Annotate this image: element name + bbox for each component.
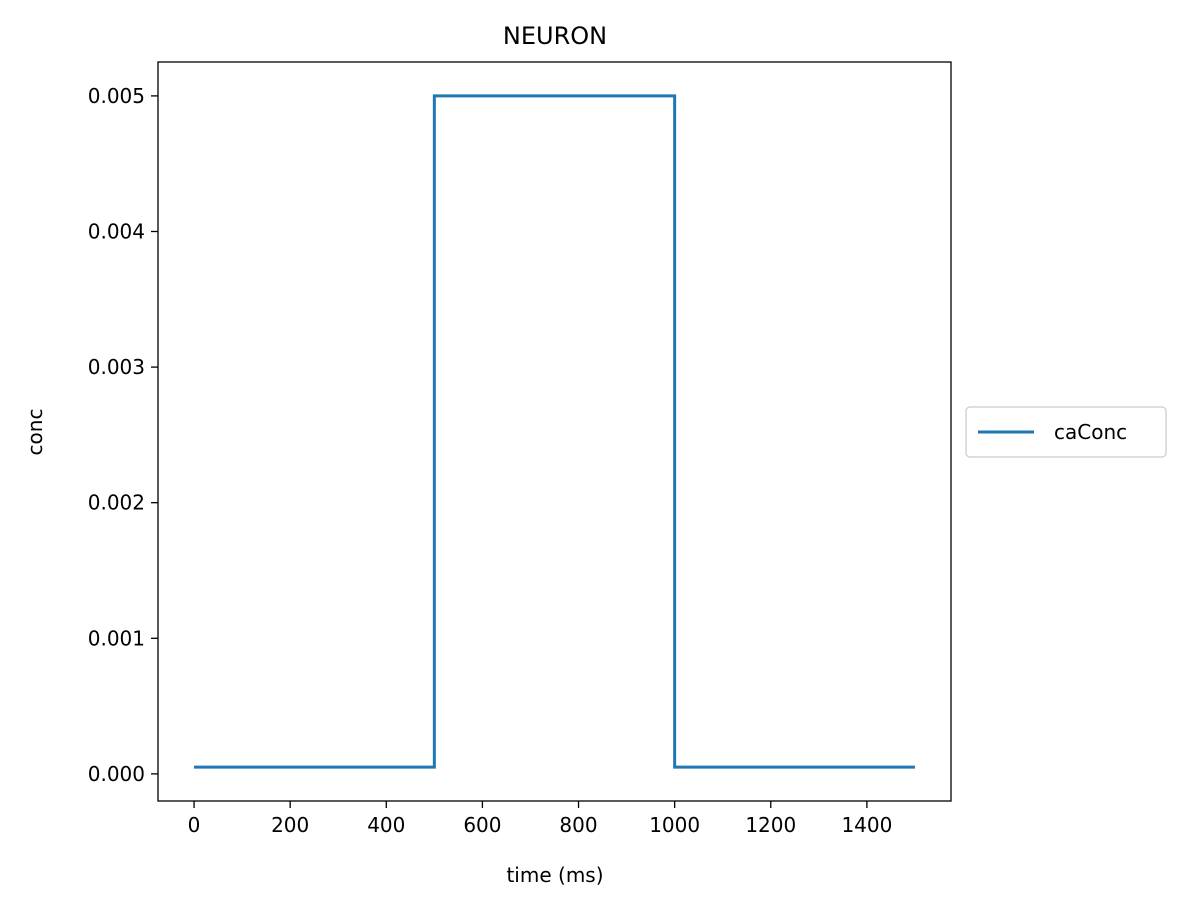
- y-tick-label: 0.001: [88, 626, 145, 650]
- x-tick-label: 600: [463, 813, 501, 837]
- y-tick-label: 0.005: [88, 84, 145, 108]
- chart-title: NEURON: [503, 22, 607, 50]
- x-tick-label: 1400: [841, 813, 892, 837]
- x-tick-label: 800: [559, 813, 597, 837]
- x-axis-ticks: 0 200 400 600 800 1000 1200 1400: [188, 801, 892, 837]
- legend-label-caconc: caConc: [1054, 420, 1127, 444]
- series-line-0: [194, 94, 915, 769]
- x-tick-label: 1200: [745, 813, 796, 837]
- y-tick-label: 0.002: [88, 491, 145, 515]
- x-tick-label: 200: [271, 813, 309, 837]
- axes-frame: [157, 61, 952, 802]
- x-tick-label: 400: [367, 813, 405, 837]
- y-tick-label: 0.000: [88, 762, 145, 786]
- x-tick-label: 0: [188, 813, 201, 837]
- y-tick-label: 0.003: [88, 355, 145, 379]
- x-axis-label: time (ms): [506, 863, 603, 887]
- y-tick-label: 0.004: [88, 219, 145, 243]
- x-tick-label: 1000: [649, 813, 700, 837]
- series-layer: [194, 94, 915, 769]
- y-axis-label: conc: [23, 409, 47, 456]
- plot-area: [157, 61, 952, 802]
- legend: caConc: [965, 406, 1167, 458]
- y-axis-ticks: 0.000 0.001 0.002 0.003 0.004 0.005: [88, 84, 158, 786]
- legend-box: [965, 406, 1167, 458]
